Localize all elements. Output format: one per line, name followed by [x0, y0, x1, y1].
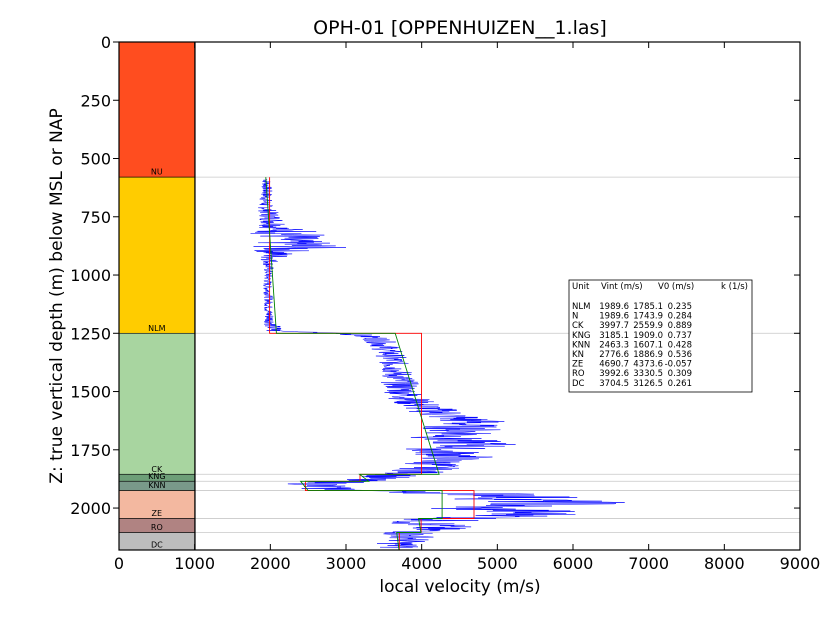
table-cell-v0: 1607.1	[633, 340, 663, 350]
table-cell-vint: 2463.3	[599, 340, 629, 350]
unit-label-nu: NU	[151, 168, 163, 177]
y-tick-label: 1000	[70, 266, 111, 285]
table-cell-v0: 2559.9	[633, 321, 663, 331]
table-cell-unit: N	[572, 312, 578, 322]
x-tick-label: 0	[114, 554, 124, 573]
y-tick-label: 500	[80, 150, 111, 169]
table-cell-k: -0.057	[665, 360, 692, 370]
y-tick-label: 750	[80, 208, 111, 227]
interval-velocity-line	[269, 177, 475, 550]
unit-label-knn: KNN	[148, 481, 165, 490]
table-cell-v0: 3126.5	[633, 379, 663, 389]
table-cell-k: 0.428	[668, 340, 692, 350]
table-cell-unit: RO	[572, 369, 585, 379]
table-cell-k: 0.284	[668, 312, 692, 322]
table-cell-vint: 4690.7	[599, 360, 629, 370]
x-tick-label: 2000	[250, 554, 291, 573]
x-axis-title: local velocity (m/s)	[379, 577, 540, 597]
table-cell-k: 0.261	[668, 379, 692, 389]
unit-label-ro: RO	[151, 523, 163, 532]
table-cell-unit: ZE	[572, 360, 583, 370]
table-cell-k: 0.235	[668, 302, 692, 312]
y-axis-title: Z: true vertical depth (m) below MSL or …	[47, 108, 67, 483]
table-cell-v0: 3330.5	[633, 369, 663, 379]
unit-label-ck: CK	[151, 465, 163, 474]
velocity-parameter-table: Unit Vint (m/s) V0 (m/s) k (1/s) NLM 1989.6 17…	[568, 279, 753, 393]
table-cell-v0: 1909.0	[633, 331, 663, 341]
unit-block-ck	[118, 332, 195, 475]
unit-label-dc: DC	[151, 541, 163, 550]
x-tick-label: 5000	[477, 554, 518, 573]
table-cell-vint: 3992.6	[599, 369, 629, 379]
table-cell-vint: 3704.5	[599, 379, 629, 389]
x-tick-label: 1000	[174, 554, 215, 573]
interval-velocity-steps	[269, 177, 475, 550]
unit-label-nlm: NLM	[148, 324, 165, 333]
sonic-log-trace	[250, 179, 625, 548]
table-cell-vint: 2776.6	[599, 350, 629, 360]
unit-label-kng: KNG	[148, 472, 165, 481]
table-cell-v0: 4373.6	[633, 360, 663, 370]
table-cell-vint: 3997.7	[599, 321, 629, 331]
table-header-vint: Vint (m/s)	[601, 282, 643, 292]
table-cell-vint: 3185.1	[599, 331, 629, 341]
unit-block-ze	[118, 490, 195, 519]
x-tick-label: 7000	[628, 554, 669, 573]
chart-title: OPH-01 [OPPENHUIZEN__1.las]	[313, 17, 607, 39]
x-tick-label: 8000	[704, 554, 745, 573]
y-tick-label: 250	[80, 91, 111, 110]
linear-model-line	[265, 177, 443, 551]
table-cell-unit: DC	[572, 379, 585, 389]
plot-frame	[118, 41, 801, 551]
table-cell-vint: 1989.6	[599, 302, 629, 312]
x-tick-label: 6000	[553, 554, 594, 573]
y-tick-label: 0	[101, 33, 111, 52]
unit-block-nlm	[118, 176, 195, 334]
sonic-velocity-log	[250, 179, 625, 548]
y-tick-label: 2000	[70, 499, 111, 518]
y-tick-label: 1750	[70, 441, 111, 460]
unit-boundary-lines	[194, 176, 800, 533]
table-cell-v0: 1785.1	[633, 302, 663, 312]
x-axis-ticks: 0 1000 2000 3000 4000 5000 6000 7000 8000 9000	[114, 42, 820, 573]
table-cell-k: 0.889	[668, 321, 692, 331]
table-cell-k: 0.309	[668, 369, 692, 379]
table-cell-v0: 1743.9	[633, 312, 663, 322]
linear-velocity-model	[265, 177, 443, 551]
x-tick-label: 3000	[326, 554, 367, 573]
unit-block-nu	[118, 41, 195, 178]
unit-label-ze: ZE	[152, 509, 163, 518]
x-tick-label: 4000	[401, 554, 442, 573]
table-header-k: k (1/s)	[721, 282, 748, 292]
table-cell-unit: KNG	[572, 331, 591, 341]
table-cell-k: 0.536	[668, 350, 692, 360]
table-cell-k: 0.737	[668, 331, 692, 341]
y-tick-label: 1250	[70, 324, 111, 343]
table-cell-v0: 1886.9	[633, 350, 663, 360]
table-cell-unit: NLM	[572, 302, 590, 312]
table-cell-vint: 1989.6	[599, 312, 629, 322]
table-header-unit: Unit	[572, 282, 590, 292]
table-cell-unit: KNN	[572, 340, 590, 350]
y-tick-label: 1500	[70, 383, 111, 402]
table-cell-unit: CK	[572, 321, 584, 331]
table-cell-unit: KN	[572, 350, 584, 360]
y-axis-ticks: 0 250 500 750 1000 1250 1500 1750 2000	[70, 33, 800, 518]
table-box	[568, 279, 753, 393]
table-header-v0: V0 (m/s)	[658, 282, 694, 292]
x-tick-label: 9000	[780, 554, 821, 573]
